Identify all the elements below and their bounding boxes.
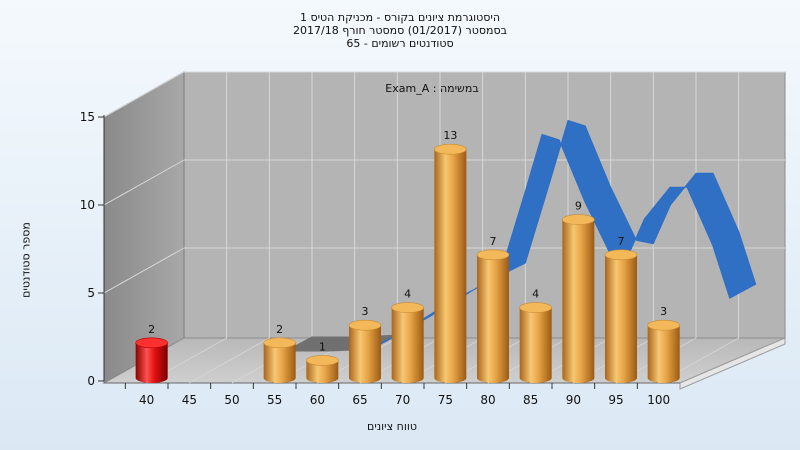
x-tick-label-2: 50 <box>224 393 239 407</box>
bar-95: 7 <box>604 235 638 383</box>
x-tick-label-6: 70 <box>395 393 410 407</box>
bar-80: 7 <box>476 235 510 383</box>
y-grid-left-1 <box>103 247 185 294</box>
bar-body-95 <box>605 254 637 383</box>
bar-label-55: 2 <box>276 323 283 336</box>
title-line-2: בסמסטר (01/2017) סמסטר חורף 2017/18 <box>293 24 507 37</box>
bar-label-95: 7 <box>618 235 625 248</box>
bar-label-80: 7 <box>490 235 497 248</box>
x-tick-label-7: 75 <box>438 393 453 407</box>
x-tick-label-11: 95 <box>608 393 623 407</box>
axes: 0 5 10 15 40 45 50 55 60 65 70 75 80 85 90 95 100 <box>80 110 670 407</box>
bar-top-60 <box>306 355 339 366</box>
bar-65: 3 <box>348 305 382 383</box>
x-tick-label-3: 55 <box>267 393 282 407</box>
bar-100: 3 <box>647 305 680 383</box>
x-tick-label-9: 85 <box>523 393 538 407</box>
y-grid-left-3 <box>103 71 185 118</box>
title-line-3: 65 - סטודנטים רשומים <box>346 37 454 50</box>
right-edge <box>679 337 786 390</box>
x-tick-label-12: 100 <box>647 393 670 407</box>
bar-70: 4 <box>391 288 424 383</box>
bar-top-70 <box>391 302 424 313</box>
bar-85: 4 <box>519 288 552 383</box>
x-tick-label-4: 60 <box>310 393 325 407</box>
chart-title: היסטוגרמת ציונים בקורס - מכניקת הטיס 1 ב… <box>0 11 800 50</box>
x-grid-floor-1 <box>189 337 270 384</box>
bar-label-85: 4 <box>532 288 539 301</box>
bar-label-75: 13 <box>443 129 457 142</box>
y-tick-label-1: 5 <box>87 286 95 300</box>
bar-label-60: 1 <box>319 340 326 353</box>
bar-body-100 <box>647 325 680 383</box>
bar-60: 1 <box>306 340 339 383</box>
left-wall <box>103 71 185 384</box>
x-tick-label-10: 90 <box>566 393 581 407</box>
bar-body-90 <box>562 219 595 383</box>
y-tick-label-2: 10 <box>80 198 95 212</box>
bar-40: 2 <box>135 323 168 383</box>
curve-ribbon <box>370 120 757 350</box>
bar-label-65: 3 <box>362 305 369 318</box>
bar-label-70: 4 <box>404 288 411 301</box>
bar-label-40: 2 <box>148 323 155 336</box>
bar-label-100: 3 <box>660 305 667 318</box>
bar-body-65 <box>349 325 381 383</box>
x-tick-label-5: 65 <box>352 393 367 407</box>
bar-label-90: 9 <box>575 200 582 213</box>
bar-top-65 <box>348 319 382 331</box>
y-axis-title: מספר סטודנטים <box>19 222 33 298</box>
bar-top-100 <box>647 319 680 331</box>
x-axis-title: טווח ציונים <box>367 420 417 433</box>
exam-annotation: Exam_A : במשימה <box>385 82 478 95</box>
bar-90: 9 <box>562 200 595 383</box>
bar-body-85 <box>519 307 552 383</box>
bar-top-85 <box>519 302 552 313</box>
x-tick-label-1: 45 <box>182 393 197 407</box>
title-line-1: היסטוגרמת ציונים בקורס - מכניקת הטיס 1 <box>299 11 501 24</box>
bar-body-60 <box>306 360 339 383</box>
bar-75: 13 <box>434 129 467 383</box>
y-grid-left-2 <box>103 159 185 206</box>
y-tick-label-3: 15 <box>80 110 95 124</box>
bar-body-75 <box>434 149 467 383</box>
bar-top-40 <box>135 337 168 349</box>
bar-top-95 <box>604 249 638 261</box>
bar-top-75 <box>434 143 467 155</box>
bar-body-70 <box>391 307 424 383</box>
bar-body-80 <box>477 254 509 383</box>
bar-top-80 <box>476 249 510 261</box>
bar-top-90 <box>562 214 595 225</box>
bar-body-55 <box>263 342 296 383</box>
bar-top-55 <box>263 337 296 349</box>
x-tick-label-8: 80 <box>480 393 495 407</box>
y-tick-label-0: 0 <box>87 374 95 388</box>
bar-body-40 <box>135 342 168 383</box>
bar-55: 2 <box>263 323 296 383</box>
x-tick-label-0: 40 <box>139 393 154 407</box>
